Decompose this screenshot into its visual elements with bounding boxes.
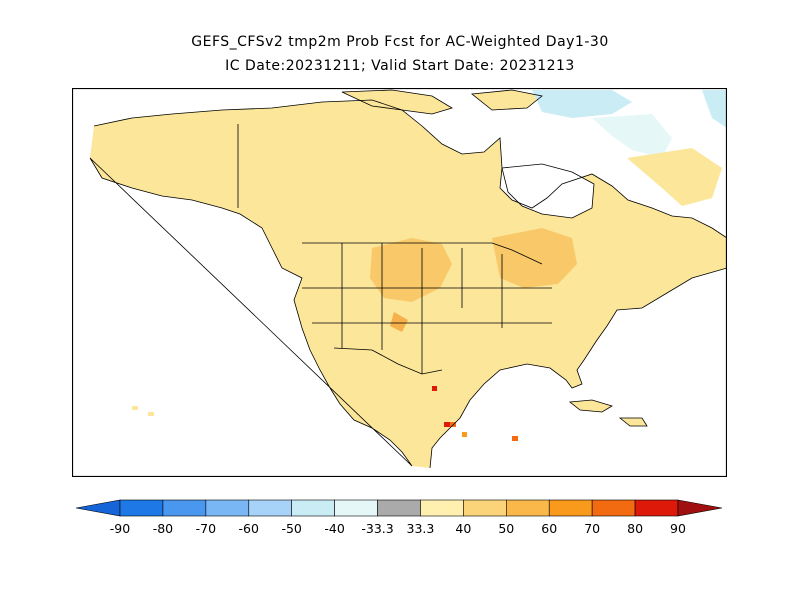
land-fill (90, 90, 727, 468)
colorbar-tick-label: -50 (281, 521, 301, 536)
colorbar-tick-label: 70 (584, 521, 600, 536)
probability-map (72, 88, 727, 477)
colorbar-cell (548, 499, 593, 517)
colorbar-tick-label: -90 (110, 521, 130, 536)
colorbar-tick-label: 33.3 (407, 521, 435, 536)
colorbar-cell (591, 499, 636, 517)
colorbar-cell (463, 499, 507, 517)
colorbar-tick-label: 40 (455, 521, 471, 536)
colorbar-tick-label: 80 (627, 521, 643, 536)
colorbar-cell (205, 499, 250, 517)
colorbar-cell (334, 499, 378, 517)
colorbar-legend: -90 -80 -70 -60 -50 -40 -33.3 33.3 40 50 60 70 80 90 (76, 499, 723, 536)
colorbar-left-arrow (76, 499, 121, 517)
colorbar-cell (634, 499, 679, 517)
colorbar-cell (291, 499, 335, 517)
colorbar-cell (248, 499, 292, 517)
colorbar-cell (162, 499, 207, 517)
colorbar-tick-label: -60 (239, 521, 259, 536)
colorbar-cell (377, 499, 421, 517)
colorbar-tick-label: -33.3 (361, 521, 393, 536)
colorbar-cell (506, 499, 550, 517)
coastlines-and-borders (89, 89, 727, 469)
colorbar-tick-label: 60 (541, 521, 557, 536)
chart-subtitle: IC Date:20231211; Valid Start Date: 2023… (225, 58, 575, 74)
colorbar-tick-label: 50 (498, 521, 514, 536)
chart-title: GEFS_CFSv2 tmp2m Prob Fcst for AC-Weight… (191, 34, 609, 50)
colorbar-cell (420, 499, 464, 517)
colorbar-tick-label: -70 (196, 521, 216, 536)
colorbar-tick-label: -40 (324, 521, 344, 536)
colorbar-tick-label: 90 (670, 521, 686, 536)
colorbar-cell (119, 499, 164, 517)
colorbar-tick-label: -80 (153, 521, 173, 536)
colorbar-right-arrow (677, 499, 723, 517)
